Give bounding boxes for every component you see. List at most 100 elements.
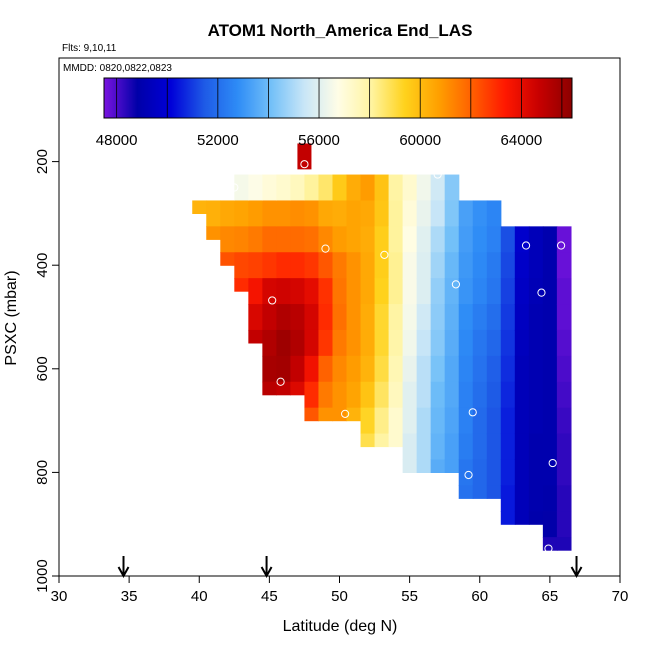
x-tick-label: 45 (261, 588, 278, 605)
heatmap-cell (192, 200, 207, 214)
x-tick-label: 70 (612, 588, 629, 605)
heatmap-cell (556, 381, 572, 409)
heatmap-cell (542, 511, 558, 538)
heatmap-cell (360, 329, 376, 357)
heatmap-cell (500, 278, 516, 305)
heatmap-cell (332, 252, 348, 279)
heatmap-cell (318, 252, 334, 279)
y-tick-label: 800 (34, 460, 51, 485)
heatmap-cell (220, 252, 235, 266)
heatmap-cell (388, 407, 404, 435)
heatmap-cell (514, 329, 530, 357)
x-tick-label: 30 (51, 588, 68, 605)
heatmap-cell (304, 252, 320, 279)
heatmap-cell (304, 304, 320, 331)
heatmap-cell (514, 252, 530, 279)
heatmap-cell (528, 329, 544, 357)
heatmap-cell (528, 304, 544, 331)
heatmap-cell (360, 407, 376, 435)
heatmap-cell (542, 329, 558, 357)
heatmap-cell (500, 381, 516, 409)
heatmap-cell (542, 433, 558, 461)
heatmap-cell (332, 200, 348, 227)
heatmap-cell (346, 174, 362, 202)
heatmap-cell (472, 355, 488, 383)
x-tick-label: 60 (471, 588, 488, 605)
heatmap-cell (360, 278, 376, 305)
heatmap-cell (500, 252, 516, 279)
heatmap-cell (542, 355, 558, 383)
flight-arrows (117, 556, 583, 579)
heatmap-cell (430, 459, 446, 473)
heatmap-cell (486, 226, 502, 253)
observation-circle (556, 241, 566, 250)
colorbar-gradient (103, 77, 573, 119)
heatmap-cell (528, 485, 544, 512)
heatmap-cell (458, 278, 474, 305)
heatmap-cell (444, 381, 460, 409)
heatmap-cell (262, 381, 277, 396)
heatmap-cells (192, 143, 572, 551)
heatmap-cell (374, 433, 390, 448)
heatmap-cell (262, 200, 277, 227)
heatmap-cell (416, 226, 432, 253)
heatmap-cell (234, 200, 249, 227)
heatmap-cell (528, 433, 544, 461)
heatmap-cell (374, 381, 390, 409)
heatmap-cell (416, 433, 432, 461)
heatmap-cell (234, 278, 249, 292)
heatmap-cell (458, 433, 474, 461)
observation-circle (341, 409, 350, 418)
heatmap-cell (458, 485, 474, 499)
heatmap-cell (290, 200, 306, 227)
heatmap-cell (556, 226, 572, 253)
heatmap-cell (290, 381, 306, 396)
heatmap-cell (248, 329, 263, 344)
heatmap-cell (556, 252, 572, 279)
heatmap-cell (542, 381, 558, 409)
heatmap-cell (458, 304, 474, 331)
heatmap-cell (416, 381, 432, 409)
observation-circle (276, 377, 285, 386)
heatmap-cell (276, 355, 292, 383)
heatmap-cell (262, 252, 277, 279)
heatmap-cell (360, 304, 376, 331)
heatmap-cell (346, 304, 362, 331)
y-axis: 200 400 600 800 1000 PSXC (mbar) (3, 149, 59, 593)
x-tick-label: 40 (191, 588, 208, 605)
colorbar: 48000 52000 56000 60000 64000 (96, 77, 573, 149)
heatmap-cell (472, 304, 488, 331)
flights-label: Flts: 9,10,11 (62, 43, 117, 54)
heatmap-cell (444, 407, 460, 435)
heatmap-cell (444, 433, 460, 461)
heatmap-cell (360, 226, 376, 253)
heatmap-cell (514, 381, 530, 409)
heatmap-cell (262, 174, 277, 202)
heatmap-cell (556, 407, 572, 435)
heatmap-cell (346, 226, 362, 253)
heatmap-cell (374, 355, 390, 383)
heatmap-cell (416, 329, 432, 357)
colorbar-tick-label: 52000 (197, 132, 239, 149)
heatmap-cell (332, 381, 348, 409)
heatmap-cell (472, 459, 488, 486)
heatmap-cell (276, 304, 292, 331)
heatmap-cell (542, 304, 558, 331)
heatmap-cell (542, 537, 558, 551)
heatmap-cell (514, 355, 530, 383)
heatmap-cell (556, 511, 572, 538)
heatmap-cell (458, 200, 474, 227)
heatmap-cell (514, 278, 530, 305)
heatmap-cell (528, 355, 544, 383)
heatmap-cell (444, 329, 460, 357)
heatmap-cell (388, 174, 404, 202)
heatmap-cell (458, 381, 474, 409)
heatmap-cell (542, 485, 558, 512)
observation-circle (521, 241, 531, 250)
heatmap-cell (332, 355, 348, 383)
heatmap-cell (444, 355, 460, 383)
heatmap-cell (542, 226, 558, 253)
x-tick-label: 55 (401, 588, 418, 605)
heatmap-cell (444, 200, 460, 227)
heatmap-cell (346, 252, 362, 279)
